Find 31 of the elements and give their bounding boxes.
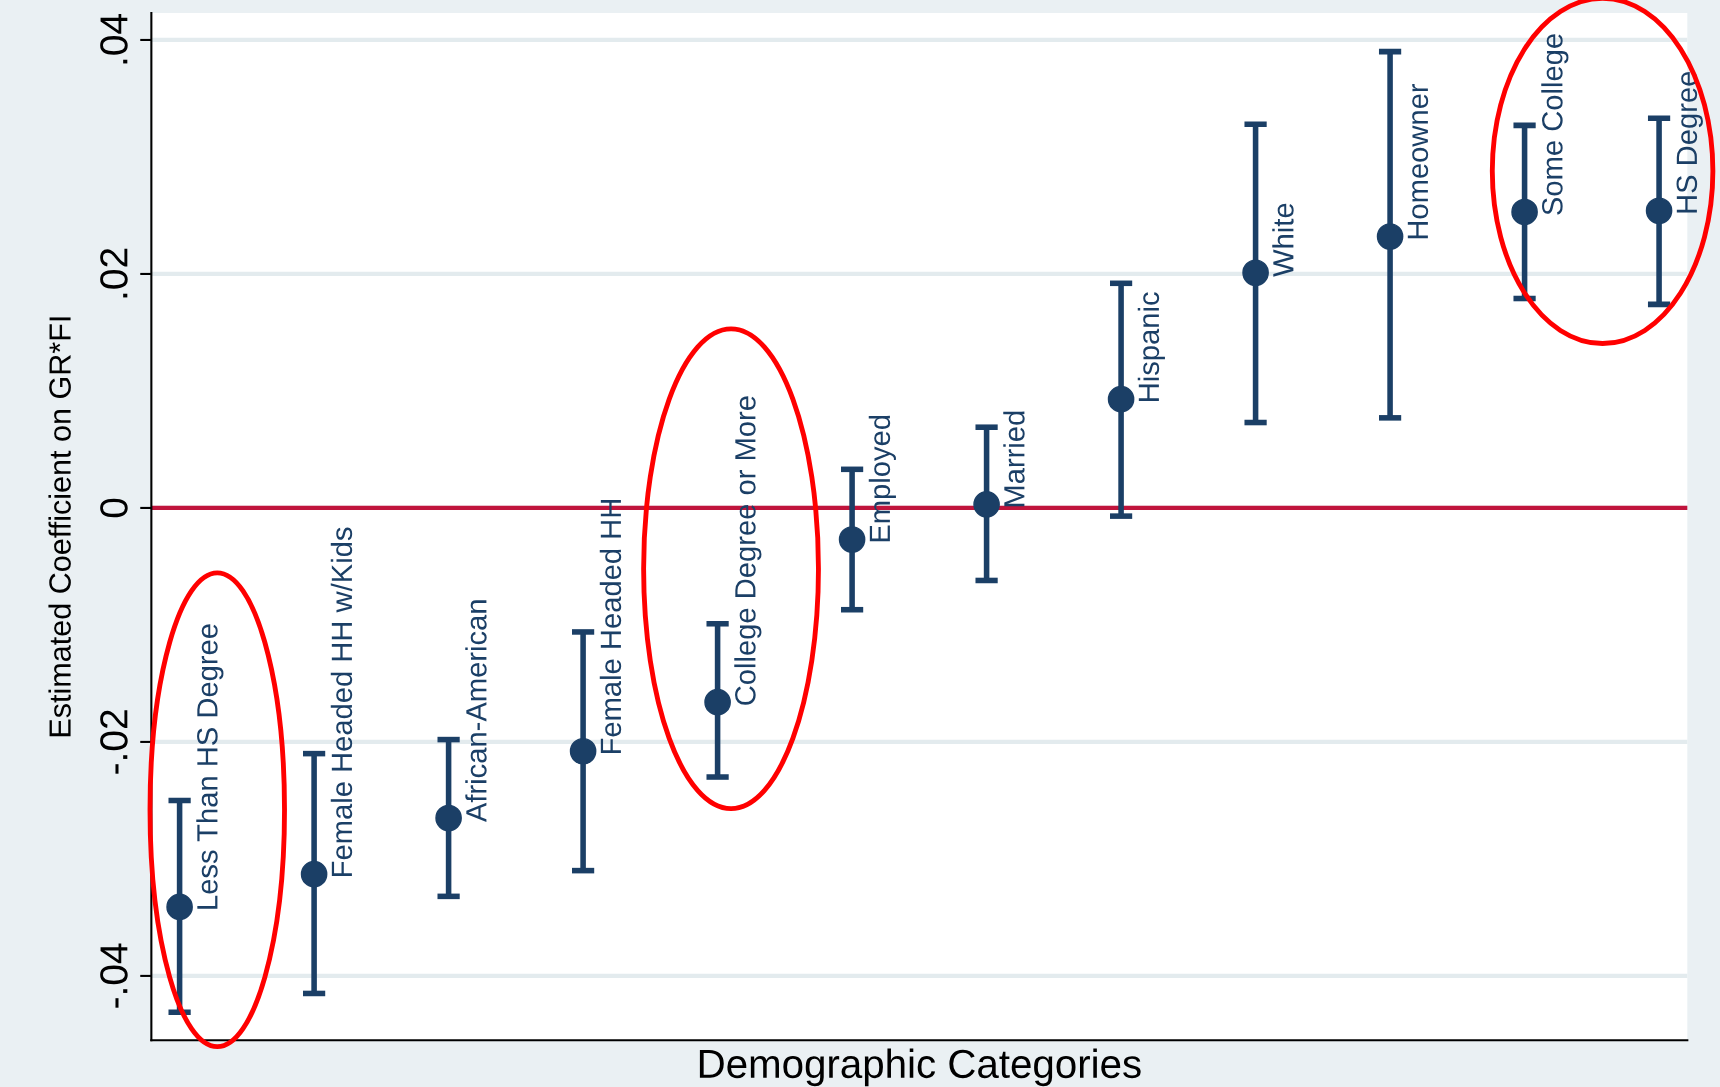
- y-tick-label: .02: [100, 248, 128, 298]
- point: [838, 526, 866, 553]
- x-tick-label: Female Headed HH: [599, 500, 622, 754]
- point: [973, 491, 1000, 518]
- x-tick-label: Homeowner: [1407, 83, 1429, 239]
- y-tick-label: .04: [100, 14, 128, 64]
- x-tick-label: College Degree or More: [734, 396, 762, 705]
- point: [569, 737, 597, 765]
- point: [300, 860, 328, 888]
- y-tick-label: 0: [100, 498, 128, 518]
- x-tick-label: HS Degree: [1676, 71, 1703, 213]
- x-tick-label: Employed: [868, 415, 896, 542]
- x-tick-label: Married: [1003, 411, 1025, 507]
- y-axis-title: Estimated Coefficient on GR*FI: [48, 317, 71, 737]
- y-tick-label: -.04: [100, 943, 128, 1008]
- x-axis-title: Demographic Categories: [699, 1048, 1141, 1087]
- point: [435, 804, 462, 832]
- x-tick-label: Female Headed HH w/Kids: [330, 527, 353, 876]
- point: [704, 688, 731, 716]
- point: [1511, 198, 1538, 226]
- point: [166, 893, 193, 921]
- point: [1376, 223, 1404, 250]
- x-tick-label: White: [1272, 203, 1294, 277]
- point: [1645, 197, 1673, 225]
- x-tick-label: African-American: [465, 600, 487, 823]
- x-tick-label: Less Than HS Degree: [196, 624, 224, 909]
- point: [1242, 259, 1269, 287]
- y-tick-label: -.02: [100, 710, 128, 774]
- point: [1107, 385, 1135, 413]
- x-tick-label: Some College: [1541, 34, 1569, 215]
- x-tick-label: Hispanic: [1137, 292, 1165, 401]
